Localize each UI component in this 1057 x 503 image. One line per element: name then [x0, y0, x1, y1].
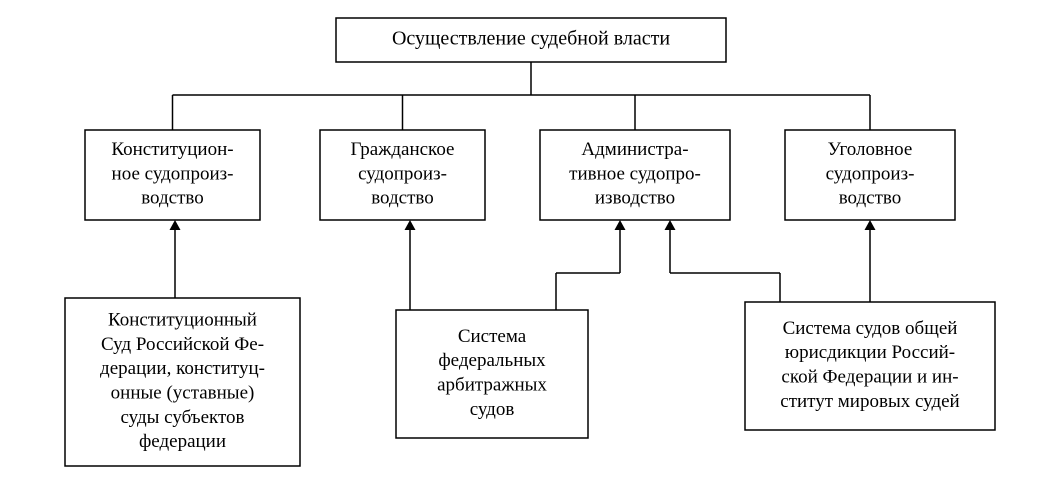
node-root: Осуществление судебной власти: [336, 18, 726, 62]
node-mid1: Конституцион-ное судопроиз-водство: [85, 130, 260, 220]
node-leaf3-line-0: Система судов общей: [783, 318, 958, 339]
node-leaf3-line-1: юрисдикции Россий-: [785, 342, 955, 363]
node-mid4-line-0: Уголовное: [828, 139, 913, 160]
node-leaf2-line-3: судов: [470, 399, 515, 420]
node-leaf1-line-0: Конституционный: [108, 310, 257, 331]
node-leaf1-line-2: дерации, конституц-: [100, 358, 265, 379]
node-mid3-line-2: изводство: [595, 188, 675, 209]
node-mid4-line-1: судопроиз-: [826, 163, 915, 184]
node-leaf1: Конституционный Суд Российской Фе-дерации…: [65, 298, 300, 466]
node-leaf3-line-3: ститут мировых судей: [780, 391, 959, 412]
node-mid3: Администра-тивное судопро-изводство: [540, 130, 730, 220]
node-leaf3-line-2: ской Федерации и ин-: [781, 367, 958, 388]
node-mid2-line-0: Гражданское: [351, 139, 455, 160]
node-mid1-line-1: ное судопроиз-: [112, 163, 234, 184]
node-mid2: Гражданское судопроиз-водство: [320, 130, 485, 220]
node-leaf2-line-2: арбитражных: [437, 375, 547, 396]
node-mid2-line-1: судопроиз-: [358, 163, 447, 184]
boxes-layer: Осуществление судебной власти Конституцио…: [65, 18, 995, 466]
node-mid1-line-0: Конституцион-: [111, 139, 233, 160]
node-leaf1-line-4: суды субъектов: [120, 407, 244, 428]
node-leaf2-line-0: Система: [458, 326, 527, 347]
node-mid4: Уголовное судопроиз-водство: [785, 130, 955, 220]
node-leaf2-line-1: федеральных: [438, 350, 546, 371]
node-mid4-line-2: водство: [839, 188, 902, 209]
judicial-power-diagram: Осуществление судебной власти Конституцио…: [0, 0, 1057, 503]
node-root-line-0: Осуществление судебной власти: [392, 28, 670, 50]
node-mid2-line-2: водство: [371, 188, 434, 209]
node-mid1-line-2: водство: [141, 188, 204, 209]
node-leaf1-line-1: Суд Российской Фе-: [101, 334, 264, 355]
node-leaf2: Система федеральных арбитражных судов: [396, 310, 588, 438]
node-leaf1-line-5: федерации: [139, 431, 226, 452]
connectors-layer: [170, 62, 876, 310]
node-mid3-line-0: Администра-: [581, 139, 688, 160]
node-mid3-line-1: тивное судопро-: [569, 163, 701, 184]
node-leaf1-line-3: онные (уставные): [111, 383, 255, 404]
node-leaf3: Система судов общей юрисдикции Россий-ско…: [745, 302, 995, 430]
